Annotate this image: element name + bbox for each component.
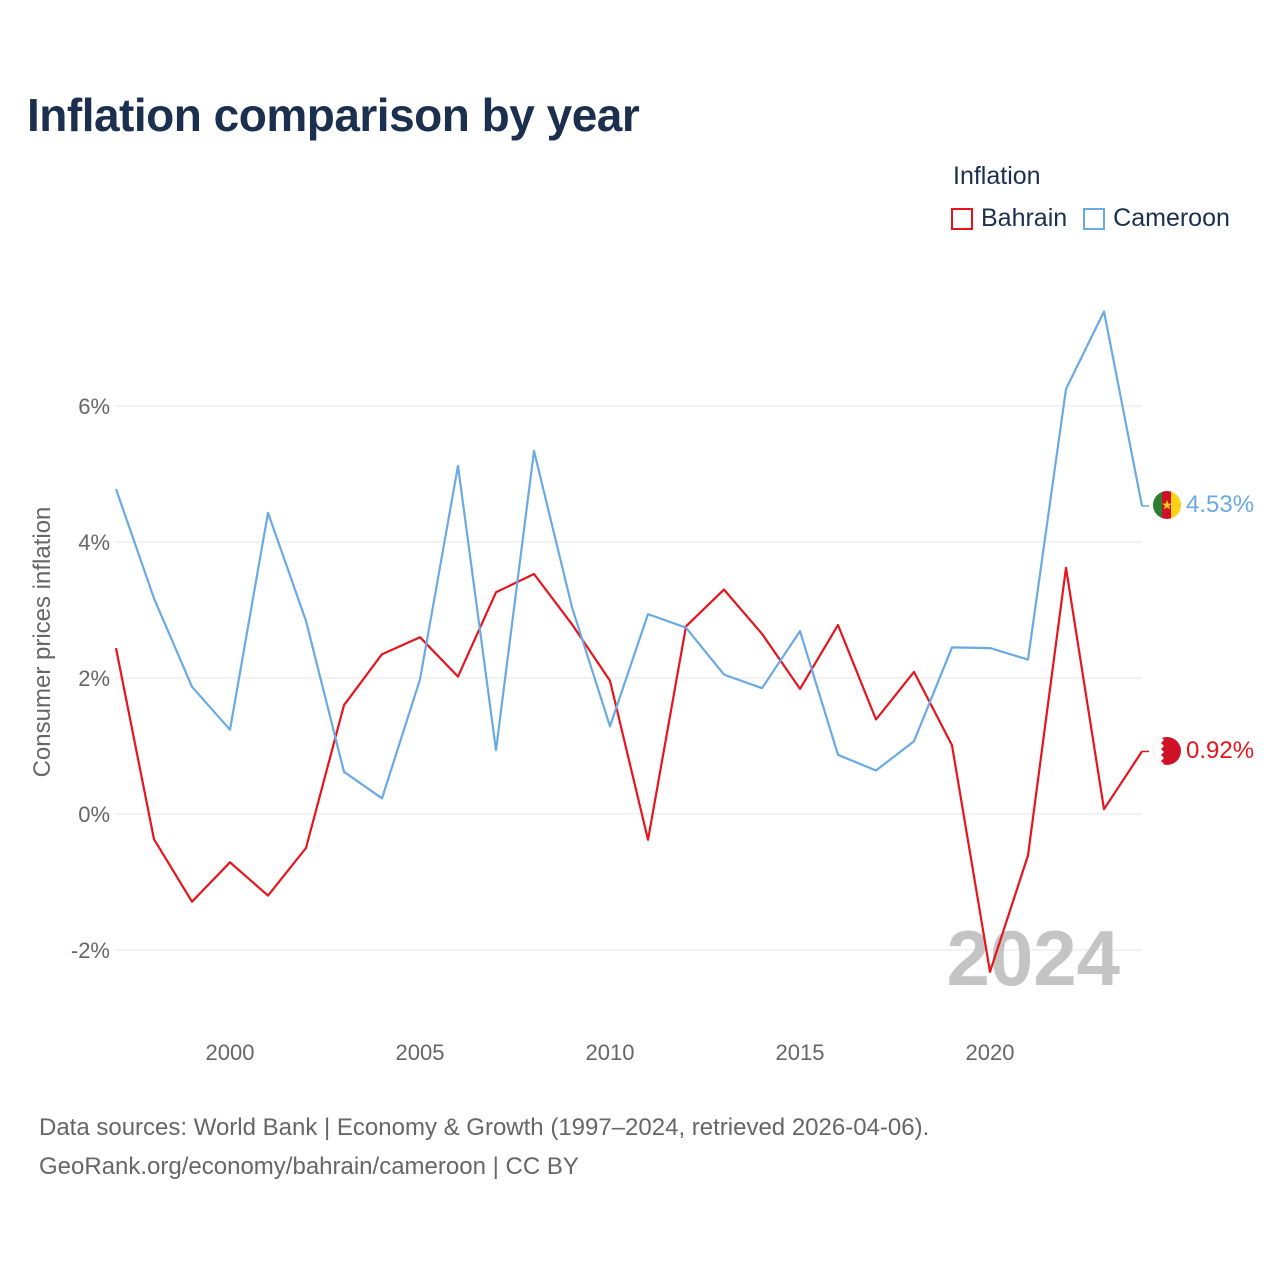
chart-title: Inflation comparison by year <box>27 89 640 141</box>
y-axis-ticks: 6% 4% 2% 0% -2% <box>71 394 110 963</box>
legend-label-cameroon: Cameroon <box>1113 204 1230 232</box>
legend-item-bahrain[interactable]: Bahrain <box>951 204 1067 233</box>
source-note: Data sources: World Bank | Economy & Gro… <box>39 1108 929 1186</box>
y-tick-label: 4% <box>78 530 110 555</box>
series-lines <box>114 310 1149 973</box>
source-line-2[interactable]: GeoRank.org/economy/bahrain/cameroon | C… <box>39 1153 579 1180</box>
x-axis-ticks: 2000 2005 2010 2015 2020 <box>206 1040 1015 1065</box>
legend: Bahrain Cameroon <box>951 204 1246 233</box>
bahrain-end-label: 0.92% <box>1186 737 1254 764</box>
cameroon-flag-icon <box>1153 491 1181 519</box>
series-line-bahrain <box>114 566 1143 973</box>
y-tick-label: 0% <box>78 802 110 827</box>
y-tick-label: 2% <box>78 666 110 691</box>
x-tick-label: 2005 <box>396 1040 445 1065</box>
legend-swatch-bahrain <box>951 207 973 230</box>
series-line-cameroon <box>114 310 1144 800</box>
x-tick-label: 2000 <box>206 1040 255 1065</box>
legend-title: Inflation <box>953 162 1041 190</box>
source-line-1: Data sources: World Bank | Economy & Gro… <box>39 1114 930 1141</box>
x-tick-label: 2020 <box>966 1040 1015 1065</box>
bahrain-flag-icon <box>1153 737 1181 765</box>
legend-item-cameroon[interactable]: Cameroon <box>1083 204 1230 233</box>
legend-swatch-cameroon <box>1083 207 1106 230</box>
y-tick-label: -2% <box>71 938 110 963</box>
line-chart: 6% 4% 2% 0% -2% 2000 2005 2010 2015 2020 2024 4.… <box>71 310 1254 1065</box>
year-watermark: 2024 <box>946 914 1120 1002</box>
x-tick-label: 2010 <box>586 1040 635 1065</box>
legend-label-bahrain: Bahrain <box>981 204 1068 232</box>
y-tick-label: 6% <box>78 394 110 419</box>
cameroon-end-label: 4.53% <box>1186 491 1254 518</box>
x-tick-label: 2015 <box>776 1040 825 1065</box>
grid-lines <box>116 405 1142 951</box>
